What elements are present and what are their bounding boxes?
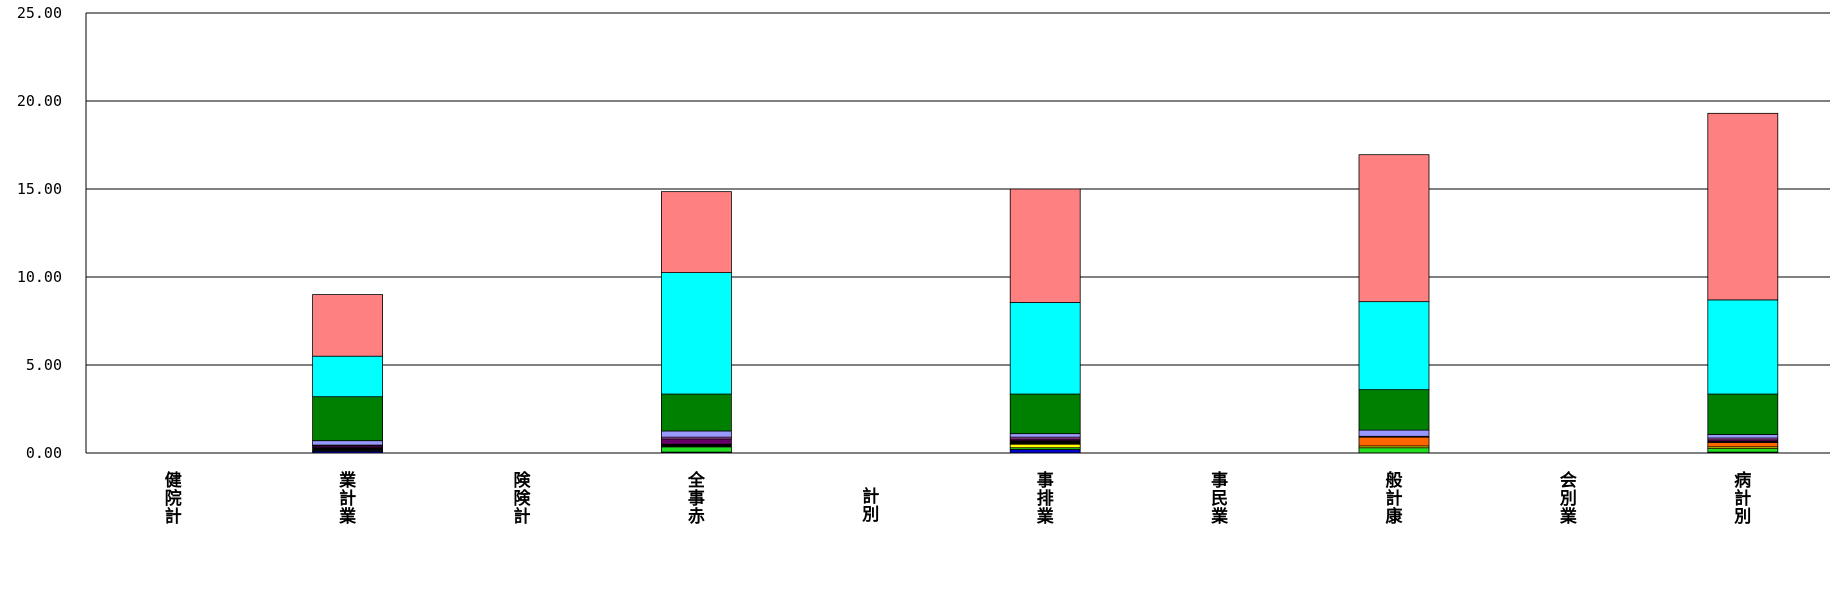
x-category-label-char: 計 xyxy=(514,506,531,527)
x-category-label-char: 康 xyxy=(1386,506,1404,527)
x-category-label-char: 別 xyxy=(1559,489,1577,509)
bar-segment xyxy=(661,191,732,273)
bar-segment xyxy=(1358,301,1430,391)
bar-segment xyxy=(1009,188,1081,303)
x-category-label-char: 険 xyxy=(514,470,532,491)
x-category-label-char: 院 xyxy=(165,488,182,509)
x-category-label-char: 別 xyxy=(1733,507,1751,527)
bar-stack xyxy=(312,294,384,454)
x-category-label-char: 事 xyxy=(688,489,705,509)
x-category-label-char: 業 xyxy=(1560,506,1577,527)
y-tick-label: 20.00 xyxy=(17,92,62,110)
x-category-label-char: 計 xyxy=(862,486,879,507)
x-category-label-char: 業 xyxy=(339,506,356,527)
y-axis-tick-labels: 0.00 5.00 10.00 15.00 20.00 25.00 xyxy=(17,4,62,462)
bar-segment xyxy=(661,272,732,395)
bar-segment xyxy=(1358,154,1430,303)
bar-segment xyxy=(1707,434,1779,439)
x-category-label-char: 事 xyxy=(1037,471,1054,491)
x-category-label-char: 会 xyxy=(1560,470,1577,491)
bar-stack xyxy=(1707,112,1779,454)
x-category-label-char: 別 xyxy=(861,505,879,525)
bar-segment xyxy=(1358,447,1430,454)
x-category-label-char: 業 xyxy=(1211,506,1228,527)
bar-segment xyxy=(1009,449,1081,454)
bar-segment xyxy=(1358,389,1430,431)
bar-segment xyxy=(661,393,732,432)
x-category-label-char: 計 xyxy=(339,488,356,509)
x-category-label-char: 排 xyxy=(1037,488,1054,509)
x-category-label-char: 病 xyxy=(1734,470,1751,491)
bars-layer xyxy=(312,112,1779,454)
bar-segment xyxy=(312,396,384,442)
x-category-label-char: 計 xyxy=(1734,488,1751,509)
y-tick-label: 10.00 xyxy=(17,268,62,286)
bar-stack xyxy=(1358,154,1430,454)
x-category-label-char: 般 xyxy=(1386,470,1403,491)
bar-stack xyxy=(1009,188,1081,454)
x-category-label-char: 険 xyxy=(514,488,532,509)
grid-layer xyxy=(86,12,1830,366)
y-tick-label: 5.00 xyxy=(26,356,62,374)
bar-segment xyxy=(661,446,732,453)
bar-segment xyxy=(1009,393,1081,435)
x-category-label-char: 事 xyxy=(1211,471,1228,491)
bar-segment xyxy=(1009,302,1081,395)
x-category-label-char: 業 xyxy=(1037,506,1054,527)
bar-segment xyxy=(312,440,384,446)
bar-segment xyxy=(312,294,384,357)
bar-segment xyxy=(1707,448,1779,453)
x-category-label-char: 健 xyxy=(165,470,182,491)
bar-stack xyxy=(661,191,732,454)
x-category-label-char: 全 xyxy=(687,470,706,491)
bar-segment xyxy=(1358,429,1430,437)
x-category-label-char: 計 xyxy=(1386,488,1403,509)
x-category-label-char: 赤 xyxy=(688,506,705,527)
bar-segment xyxy=(312,355,384,398)
bar-segment xyxy=(1707,299,1779,395)
bar-segment xyxy=(661,438,732,445)
x-category-label-char: 民 xyxy=(1211,489,1228,509)
bar-segment xyxy=(661,430,732,438)
x-category-label-char: 計 xyxy=(165,506,182,527)
bar-segment xyxy=(1009,433,1081,438)
bar-segment xyxy=(1707,393,1779,435)
y-tick-label: 0.00 xyxy=(26,444,62,462)
bar-segment xyxy=(1707,112,1779,301)
y-tick-label: 25.00 xyxy=(17,4,62,22)
bar-segment xyxy=(1707,442,1779,448)
axes-layer xyxy=(85,13,1830,454)
y-tick-label: 15.00 xyxy=(17,180,62,198)
bar-segment xyxy=(1009,443,1081,449)
bar-segment xyxy=(1358,436,1430,447)
x-category-label-char: 業 xyxy=(339,470,356,491)
